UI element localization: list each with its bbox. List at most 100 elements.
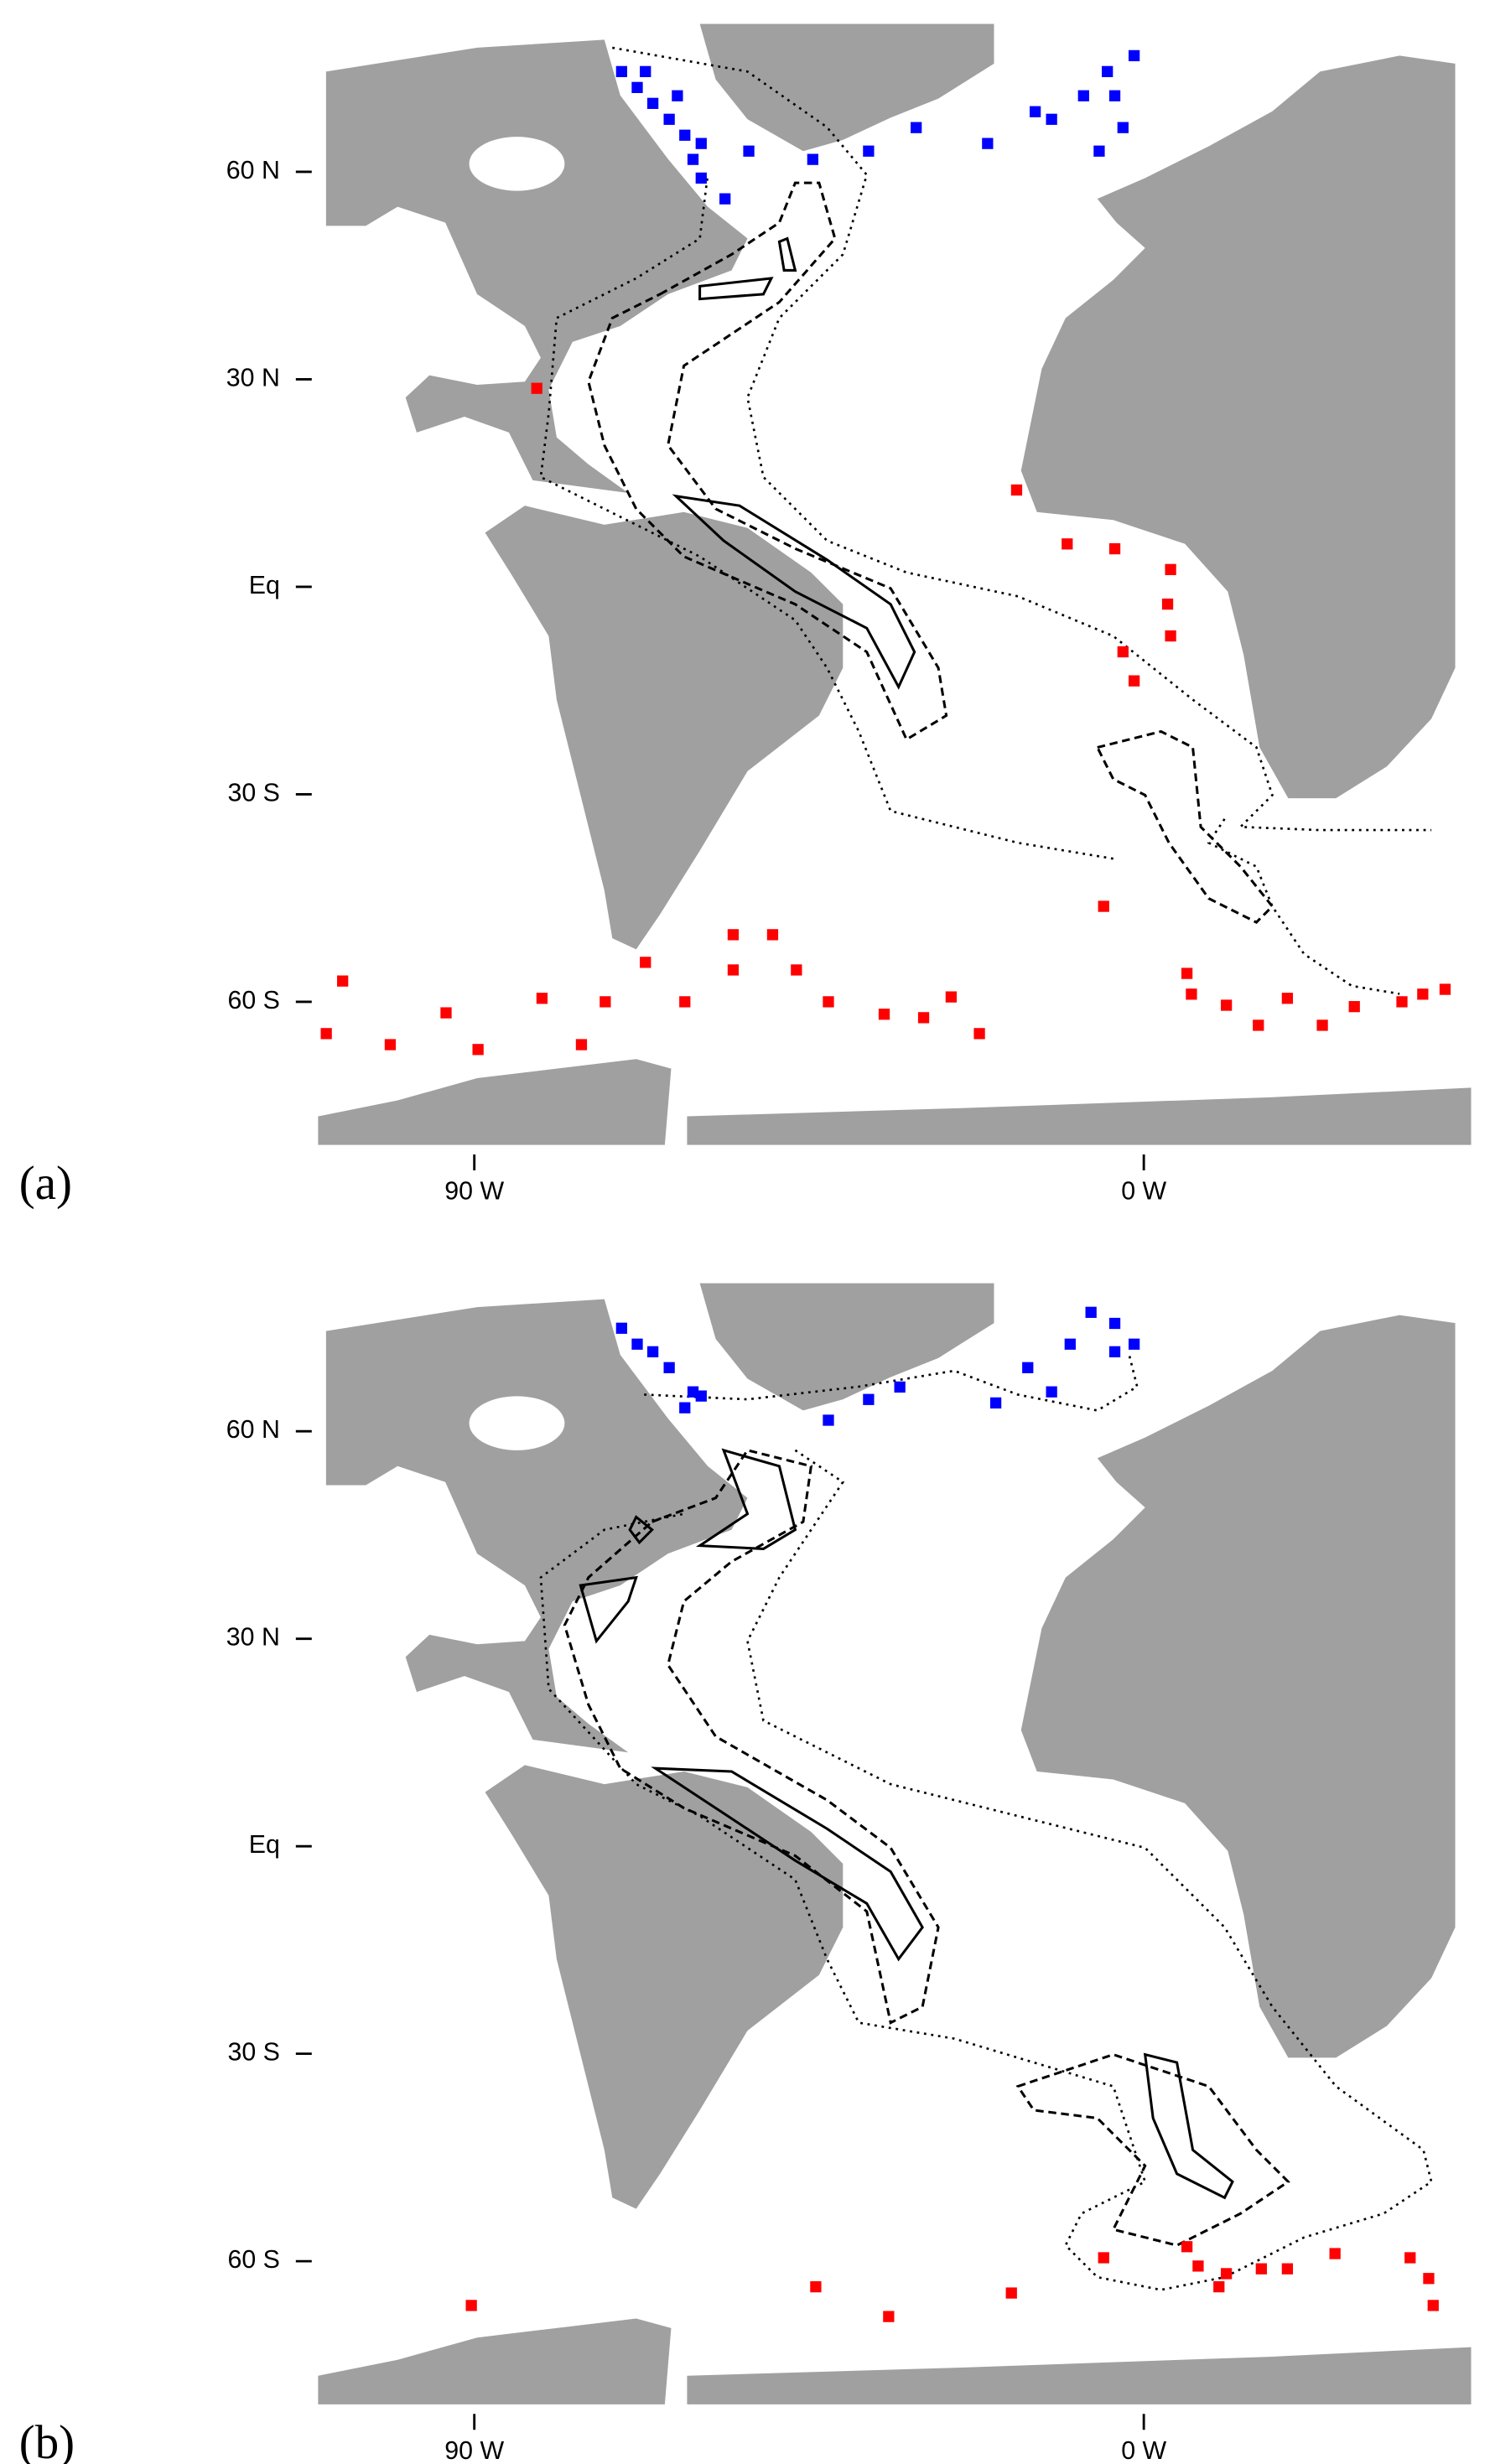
data-point: [672, 90, 683, 101]
data-point: [472, 1044, 484, 1056]
y-tick-label: 60 S: [227, 987, 279, 1014]
land: [318, 1283, 1472, 2404]
y-tick-label: 30 N: [226, 364, 280, 392]
data-point: [743, 145, 755, 157]
data-point: [973, 1028, 985, 1040]
data-point: [878, 1009, 890, 1020]
data-point: [1102, 65, 1113, 78]
x-tick-label: 0 W: [1121, 1178, 1166, 1206]
data-point: [982, 137, 994, 149]
data-point: [1077, 90, 1089, 101]
data-point: [1404, 2252, 1416, 2264]
data-point: [640, 957, 651, 968]
data-point: [1005, 2287, 1017, 2299]
data-point: [1417, 988, 1429, 1000]
data-point: [1396, 996, 1408, 1008]
data-point: [1439, 983, 1451, 995]
data-point: [663, 113, 675, 125]
data-point: [1098, 2252, 1109, 2264]
data-point: [1316, 1019, 1328, 1031]
data-point: [1046, 1386, 1057, 1398]
data-point: [1046, 113, 1057, 125]
panel: 60 N 30 N Eq 30 S 60 S 90 W 0 W (b): [19, 1306, 1439, 2464]
y-tick-label: 30 S: [227, 2039, 279, 2067]
data-point: [1010, 484, 1023, 496]
y-tick-label: Eq: [249, 1831, 280, 1859]
data-point: [1093, 145, 1105, 157]
contour-solid: [579, 1448, 1234, 2200]
data-point: [1329, 2248, 1341, 2259]
x-tick-label: 90 W: [444, 1178, 504, 1206]
data-point: [531, 382, 542, 394]
land: [318, 23, 1472, 1145]
data-point: [663, 1362, 675, 1373]
data-point: [1117, 122, 1129, 133]
data-point: [727, 964, 740, 976]
y-tick-label: 30 N: [226, 1624, 280, 1652]
data-point: [384, 1039, 397, 1050]
data-point: [337, 975, 349, 987]
data-point: [791, 964, 802, 976]
contour-dotted: [539, 46, 1432, 995]
x-tick-label: 90 W: [444, 2437, 504, 2464]
data-point: [575, 1039, 588, 1050]
data-point: [1348, 1001, 1360, 1013]
data-point: [1117, 646, 1129, 658]
data-point: [600, 996, 611, 1008]
y-tick-label: 60 N: [226, 157, 280, 184]
data-point: [1192, 2260, 1204, 2272]
data-point: [1427, 2300, 1439, 2311]
data-point: [823, 1414, 834, 1426]
data-point: [917, 1012, 930, 1024]
data-point: [1181, 967, 1193, 979]
data-point: [1128, 49, 1140, 62]
data-point: [1186, 988, 1197, 1000]
data-point: [1165, 630, 1176, 642]
data-point: [615, 65, 627, 78]
data-point: [465, 2300, 477, 2311]
contour-dotted: [539, 1354, 1433, 2291]
contour-solid: [672, 236, 916, 690]
data-point: [320, 1028, 332, 1040]
panel-label: (a): [19, 1157, 72, 1210]
data-point: [1220, 2268, 1233, 2280]
data-point: [1064, 1338, 1076, 1350]
y-tick-label: 60 S: [227, 2246, 279, 2274]
data-point: [1181, 2241, 1193, 2253]
data-point: [823, 996, 834, 1008]
x-tick-label: 0 W: [1121, 2437, 1166, 2464]
data-point: [945, 991, 958, 1003]
data-point: [1062, 538, 1073, 550]
data-point: [1281, 2263, 1294, 2275]
panel-b-map: [318, 1283, 1472, 2404]
data-point: [1423, 2273, 1435, 2285]
data-point: [1128, 675, 1140, 687]
data-point: [863, 1393, 875, 1405]
data-point: [679, 996, 691, 1008]
data-point: [883, 2311, 895, 2322]
data-point: [679, 129, 691, 141]
y-tick-label: Eq: [249, 572, 280, 599]
data-point: [695, 137, 707, 149]
data-point: [1165, 563, 1176, 575]
panel: 60 N 30 N Eq 30 S 60 S 90 W 0 W (a): [19, 49, 1451, 1210]
y-tick-label: 30 S: [227, 779, 279, 807]
data-point: [1108, 542, 1121, 555]
data-point: [1255, 2263, 1267, 2275]
data-point: [1220, 999, 1233, 1011]
data-point: [631, 81, 643, 93]
data-point: [1108, 1317, 1121, 1330]
data-point: [1029, 106, 1041, 117]
data-point: [1108, 1346, 1121, 1357]
data-point: [695, 1390, 707, 1402]
panel-a-map: [318, 23, 1472, 1145]
data-point: [727, 929, 740, 941]
data-point: [695, 172, 707, 184]
contour-dashed: [587, 181, 1274, 924]
data-point: [440, 1007, 452, 1019]
data-point: [989, 1397, 1002, 1409]
data-point: [615, 1322, 627, 1334]
data-point: [1108, 90, 1121, 101]
data-point: [1128, 1338, 1140, 1350]
